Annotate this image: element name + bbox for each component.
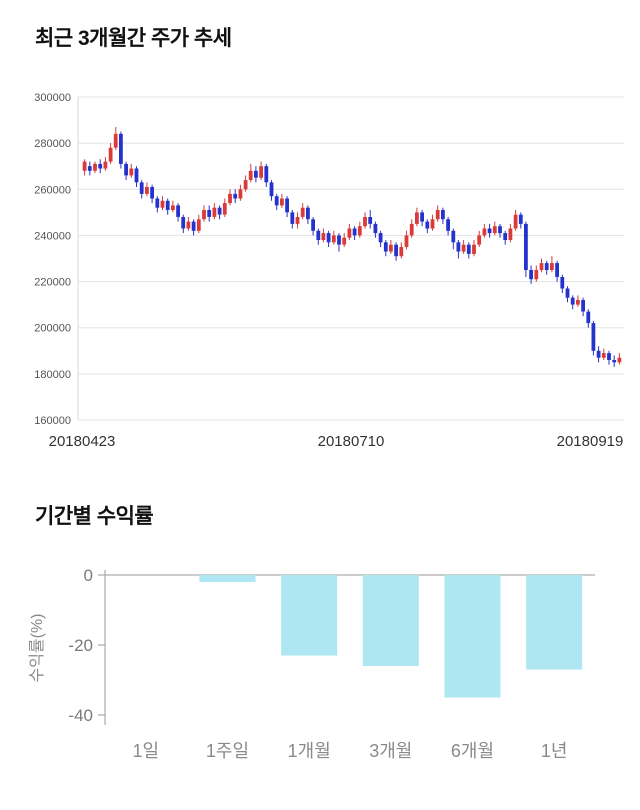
svg-text:280000: 280000 bbox=[34, 138, 71, 150]
svg-text:-20: -20 bbox=[68, 636, 93, 655]
price-trend-title: 최근 3개월간 주가 추세 bbox=[35, 27, 232, 50]
returns-bar-chart: 0 -20 -40 1일 1주일 1개월 3개월 6개월 1년 수익률(%) bbox=[28, 566, 595, 761]
svg-text:180000: 180000 bbox=[34, 369, 71, 381]
svg-text:20180710: 20180710 bbox=[318, 433, 385, 450]
price-trend-section: 최근 3개월간 주가 추세 160000 180000 200000 220000 24… bbox=[34, 27, 624, 450]
svg-text:200000: 200000 bbox=[34, 323, 71, 335]
svg-text:1주일: 1주일 bbox=[206, 741, 249, 761]
svg-text:20180423: 20180423 bbox=[49, 433, 116, 450]
svg-text:20180919: 20180919 bbox=[557, 433, 624, 450]
svg-text:300000: 300000 bbox=[34, 92, 71, 104]
svg-text:6개월: 6개월 bbox=[451, 741, 494, 761]
svg-text:160000: 160000 bbox=[34, 415, 71, 427]
returns-title: 기간별 수익률 bbox=[35, 505, 154, 528]
svg-text:1년: 1년 bbox=[541, 741, 568, 761]
svg-text:-40: -40 bbox=[68, 706, 93, 725]
svg-text:260000: 260000 bbox=[34, 184, 71, 196]
price-candlestick-chart: 160000 180000 200000 220000 240000 260000 2800… bbox=[34, 92, 624, 450]
svg-text:수익률(%): 수익률(%) bbox=[28, 613, 46, 682]
returns-section: 기간별 수익률 0 -20 -40 1일 1주일 1개월 3개월 6개월 1년 수익률(%) bbox=[0, 452, 640, 780]
svg-text:1개월: 1개월 bbox=[288, 741, 331, 761]
svg-text:220000: 220000 bbox=[34, 277, 71, 289]
page: 최근 3개월간 주가 추세 160000 180000 200000 220000 24… bbox=[0, 27, 640, 780]
svg-text:240000: 240000 bbox=[34, 230, 71, 242]
svg-text:0: 0 bbox=[84, 566, 93, 585]
svg-text:1일: 1일 bbox=[133, 741, 160, 761]
svg-text:3개월: 3개월 bbox=[369, 741, 412, 761]
